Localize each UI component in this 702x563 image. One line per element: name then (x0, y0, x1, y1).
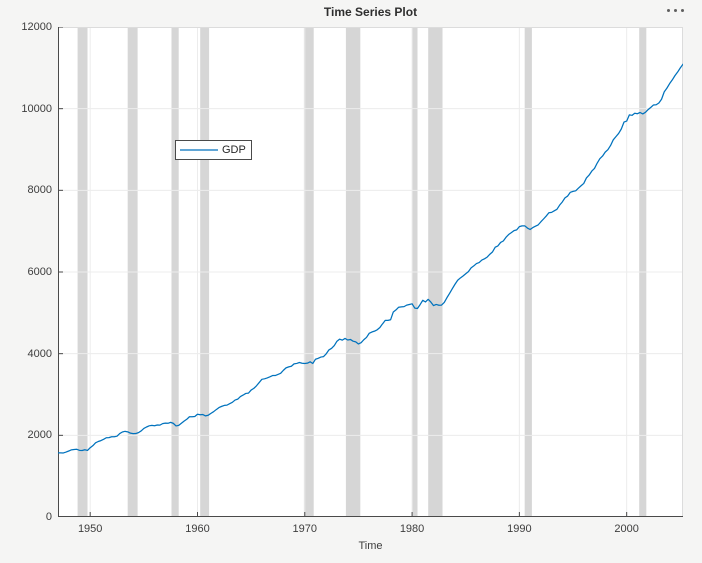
y-tick-label: 6000 (27, 266, 52, 278)
axes-toolbar-ellipsis-icon[interactable] (658, 3, 692, 17)
y-tick-label: 8000 (27, 184, 52, 197)
ellipsis-dot (666, 8, 670, 12)
y-tick-label: 10000 (21, 102, 52, 115)
y-tick-label: 12000 (21, 21, 52, 33)
legend-label: GDP (222, 144, 246, 156)
chart-title: Time Series Plot (323, 5, 418, 19)
y-tick-label: 4000 (27, 347, 52, 360)
x-tick-label: 2000 (614, 523, 639, 535)
ellipsis-dot (680, 8, 684, 12)
plot-area[interactable]: GDP (58, 27, 683, 517)
data-line-gdp (58, 63, 683, 454)
y-tick-label: 0 (45, 511, 52, 523)
x-axis-title: Time (358, 540, 383, 552)
x-tick-label: 1950 (77, 523, 103, 535)
legend[interactable]: GDP (175, 140, 252, 160)
x-tick-label: 1980 (399, 523, 425, 535)
y-tick-label: 2000 (27, 429, 52, 442)
x-tick-label: 1970 (292, 523, 317, 535)
x-tick-label: 1960 (185, 523, 210, 535)
x-tick-label: 1990 (507, 523, 532, 535)
ellipsis-dot (673, 8, 677, 12)
chart-canvas[interactable] (58, 27, 683, 517)
legend-swatch (180, 149, 218, 151)
